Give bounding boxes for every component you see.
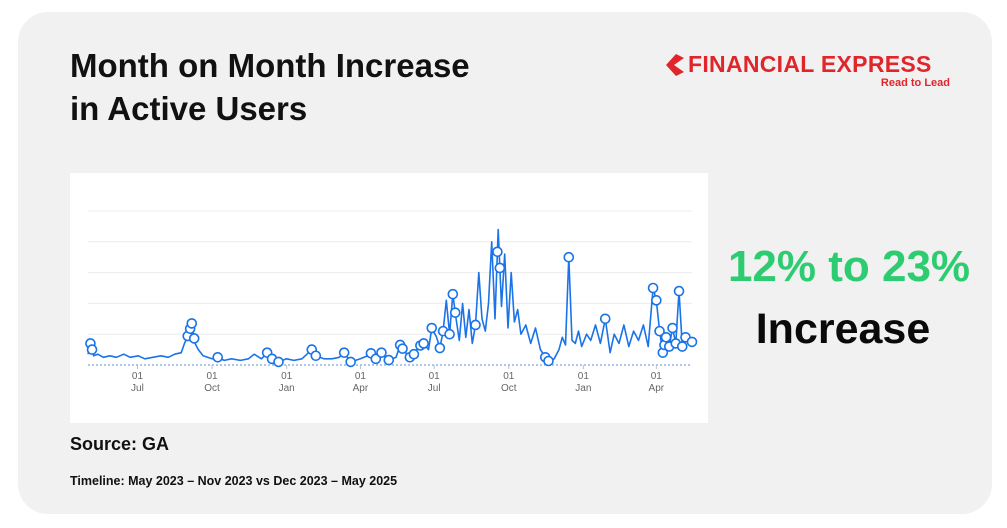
annotation-marker	[338, 347, 350, 358]
annotation-marker	[654, 325, 665, 337]
annotation-marker	[383, 354, 395, 366]
x-tick-month: Jan	[575, 383, 591, 394]
logo-mark-icon	[666, 54, 684, 76]
x-tick-day: 01	[355, 371, 367, 382]
annotation-marker	[494, 262, 506, 274]
active-users-chart: 01 Jul 01 Oct 01 Jan 01 Apr 01 Jul 01 Oct 01 Jan 01 Apr	[70, 173, 708, 423]
annotation-marker	[667, 322, 678, 334]
increase-label: Increase	[755, 305, 931, 353]
source-note: Source: GA	[70, 434, 170, 454]
page-title: Month on Month Increase in Active Users	[70, 44, 530, 130]
logo-tagline: Read to Lead	[880, 77, 950, 89]
logo-wordmark: FINANCIAL EXPRESS	[688, 51, 932, 77]
annotation-marker	[543, 355, 554, 367]
x-tick-month: Jul	[131, 383, 144, 394]
annotation-marker	[647, 282, 659, 294]
annotation-marker	[492, 246, 503, 258]
x-tick-month: Jan	[279, 383, 295, 394]
annotation-marker	[599, 313, 611, 325]
annotation-marker	[660, 331, 672, 343]
annotation-marker	[676, 341, 688, 352]
x-tick-month: Jul	[428, 383, 441, 394]
annotation-marker	[447, 288, 459, 300]
timeline-note: Timeline: May 2023 – Nov 2023 vs Dec 202…	[70, 474, 398, 488]
x-tick-month: Apr	[649, 383, 665, 394]
x-tick-month: Apr	[353, 383, 369, 394]
annotation-marker	[651, 295, 662, 306]
x-tick-day: 01	[503, 371, 515, 382]
annotation-marker	[686, 336, 698, 348]
annotation-marker	[345, 356, 356, 368]
x-tick-day: 01	[429, 371, 441, 382]
annotation-marker	[418, 338, 429, 349]
increase-range: 12% to 23%	[727, 242, 971, 291]
annotation-marker	[212, 352, 224, 363]
annotation-marker	[86, 344, 98, 355]
x-tick-day: 01	[578, 371, 590, 382]
annotation-marker	[563, 251, 575, 263]
x-tick-day: 01	[206, 371, 218, 382]
annotation-marker	[470, 319, 481, 331]
annotation-marker	[186, 318, 198, 329]
annotation-marker	[273, 356, 284, 368]
financial-express-logo: FINANCIAL EXPRESS Read to Lead	[666, 50, 952, 94]
annotation-marker	[397, 343, 408, 354]
chart-annotation-markers	[85, 246, 698, 368]
title-line-1: Month on Month Increase	[70, 47, 470, 84]
x-tick-month: Oct	[501, 383, 517, 394]
annotation-marker	[673, 285, 685, 297]
x-tick-month: Oct	[204, 383, 220, 394]
x-tick-day: 01	[281, 371, 293, 382]
annotation-marker	[449, 307, 461, 318]
chart-series	[87, 228, 693, 363]
annotation-marker	[188, 333, 200, 344]
x-tick-day: 01	[132, 371, 144, 382]
title-line-2: in Active Users	[70, 90, 308, 127]
annotation-marker	[376, 347, 387, 358]
x-tick-day: 01	[651, 371, 663, 382]
annotation-marker	[444, 328, 455, 340]
active-users-line	[87, 228, 693, 363]
annotation-marker	[426, 322, 438, 334]
annotation-marker	[310, 350, 322, 362]
annotation-marker	[408, 348, 420, 360]
annotation-marker	[434, 342, 446, 354]
